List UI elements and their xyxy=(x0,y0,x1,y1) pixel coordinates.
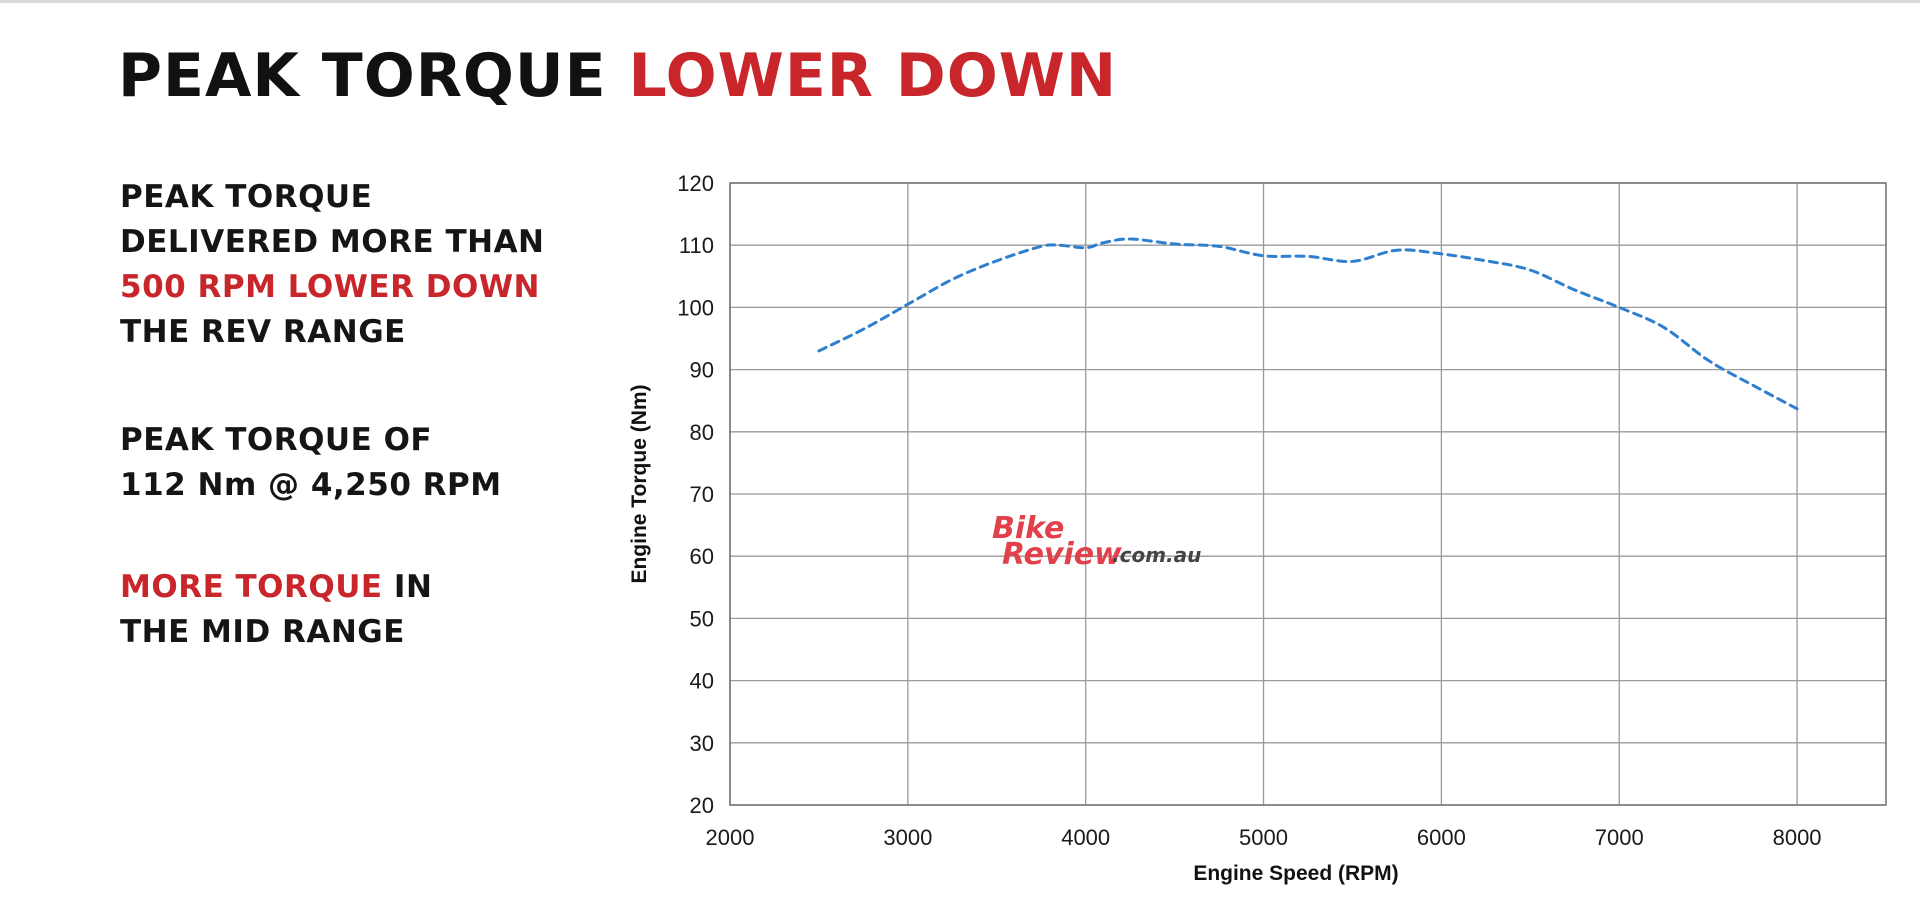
blurb1-line1: PEAK TORQUE xyxy=(120,179,373,215)
y-tick-labels: 20 30 40 50 60 70 80 90 100 110 120 xyxy=(677,171,714,818)
x-tick-label: 4000 xyxy=(1061,825,1110,850)
x-tick-label: 3000 xyxy=(883,825,932,850)
torque-chart: 20 30 40 50 60 70 80 90 100 110 120 2000 3000 4000 50… xyxy=(628,171,1887,885)
y-tick-label: 120 xyxy=(677,171,714,196)
y-tick-label: 40 xyxy=(690,669,714,694)
grid xyxy=(729,182,1886,806)
blurb3-line2: THE MID RANGE xyxy=(120,614,405,650)
blurb3-red: MORE TORQUE xyxy=(120,569,383,605)
y-tick-label: 110 xyxy=(679,233,714,258)
y-axis-label: Engine Torque (Nm) xyxy=(628,384,651,583)
blurb-mid-range: MORE TORQUE IN THE MID RANGE xyxy=(120,565,432,655)
watermark-review: Review xyxy=(1002,537,1122,572)
y-tick-label: 50 xyxy=(690,606,714,631)
x-tick-label: 2000 xyxy=(706,825,755,850)
blurb2-line1: PEAK TORQUE OF xyxy=(120,422,433,458)
x-tick-label: 6000 xyxy=(1417,825,1466,850)
series-line xyxy=(817,237,1799,411)
blurb2-line2: 112 Nm @ 4,250 RPM xyxy=(120,467,502,503)
x-axis-label: Engine Speed (RPM) xyxy=(1193,862,1398,885)
blurb1-line4: THE REV RANGE xyxy=(120,314,406,350)
x-tick-label: 5000 xyxy=(1239,825,1288,850)
y-tick-label: 80 xyxy=(690,420,714,445)
blurb-peak-value: PEAK TORQUE OF 112 Nm @ 4,250 RPM xyxy=(120,418,502,508)
blurb-lower-peak: PEAK TORQUE DELIVERED MORE THAN 500 RPM … xyxy=(120,175,545,355)
y-tick-label: 20 xyxy=(690,793,714,818)
blurb3-rest: IN xyxy=(382,569,433,605)
watermark-domain: .com.au xyxy=(1112,543,1201,567)
x-tick-labels: 2000 3000 4000 5000 6000 7000 8000 xyxy=(706,825,1822,850)
bikereview-watermark: Bike Review .com.au xyxy=(992,511,1201,572)
plot-frame xyxy=(729,182,1887,806)
blurb1-line2: DELIVERED MORE THAN xyxy=(120,224,545,260)
y-tick-label: 60 xyxy=(690,544,714,569)
headline: PEAK TORQUE LOWER DOWN xyxy=(118,36,1117,116)
blurb3-line1: MORE TORQUE IN xyxy=(120,565,432,610)
blurb1-line3: 500 RPM LOWER DOWN xyxy=(120,269,540,305)
y-tick-label: 90 xyxy=(690,358,714,383)
headline-part1: PEAK TORQUE xyxy=(118,41,607,111)
top-rule xyxy=(0,0,1920,3)
headline-part2: LOWER DOWN xyxy=(628,41,1118,111)
x-tick-label: 8000 xyxy=(1773,825,1822,850)
y-tick-label: 70 xyxy=(690,482,714,507)
y-tick-label: 100 xyxy=(677,295,714,320)
y-tick-label: 30 xyxy=(690,731,714,756)
watermark-bike: Bike xyxy=(992,511,1064,546)
x-tick-label: 7000 xyxy=(1595,825,1644,850)
